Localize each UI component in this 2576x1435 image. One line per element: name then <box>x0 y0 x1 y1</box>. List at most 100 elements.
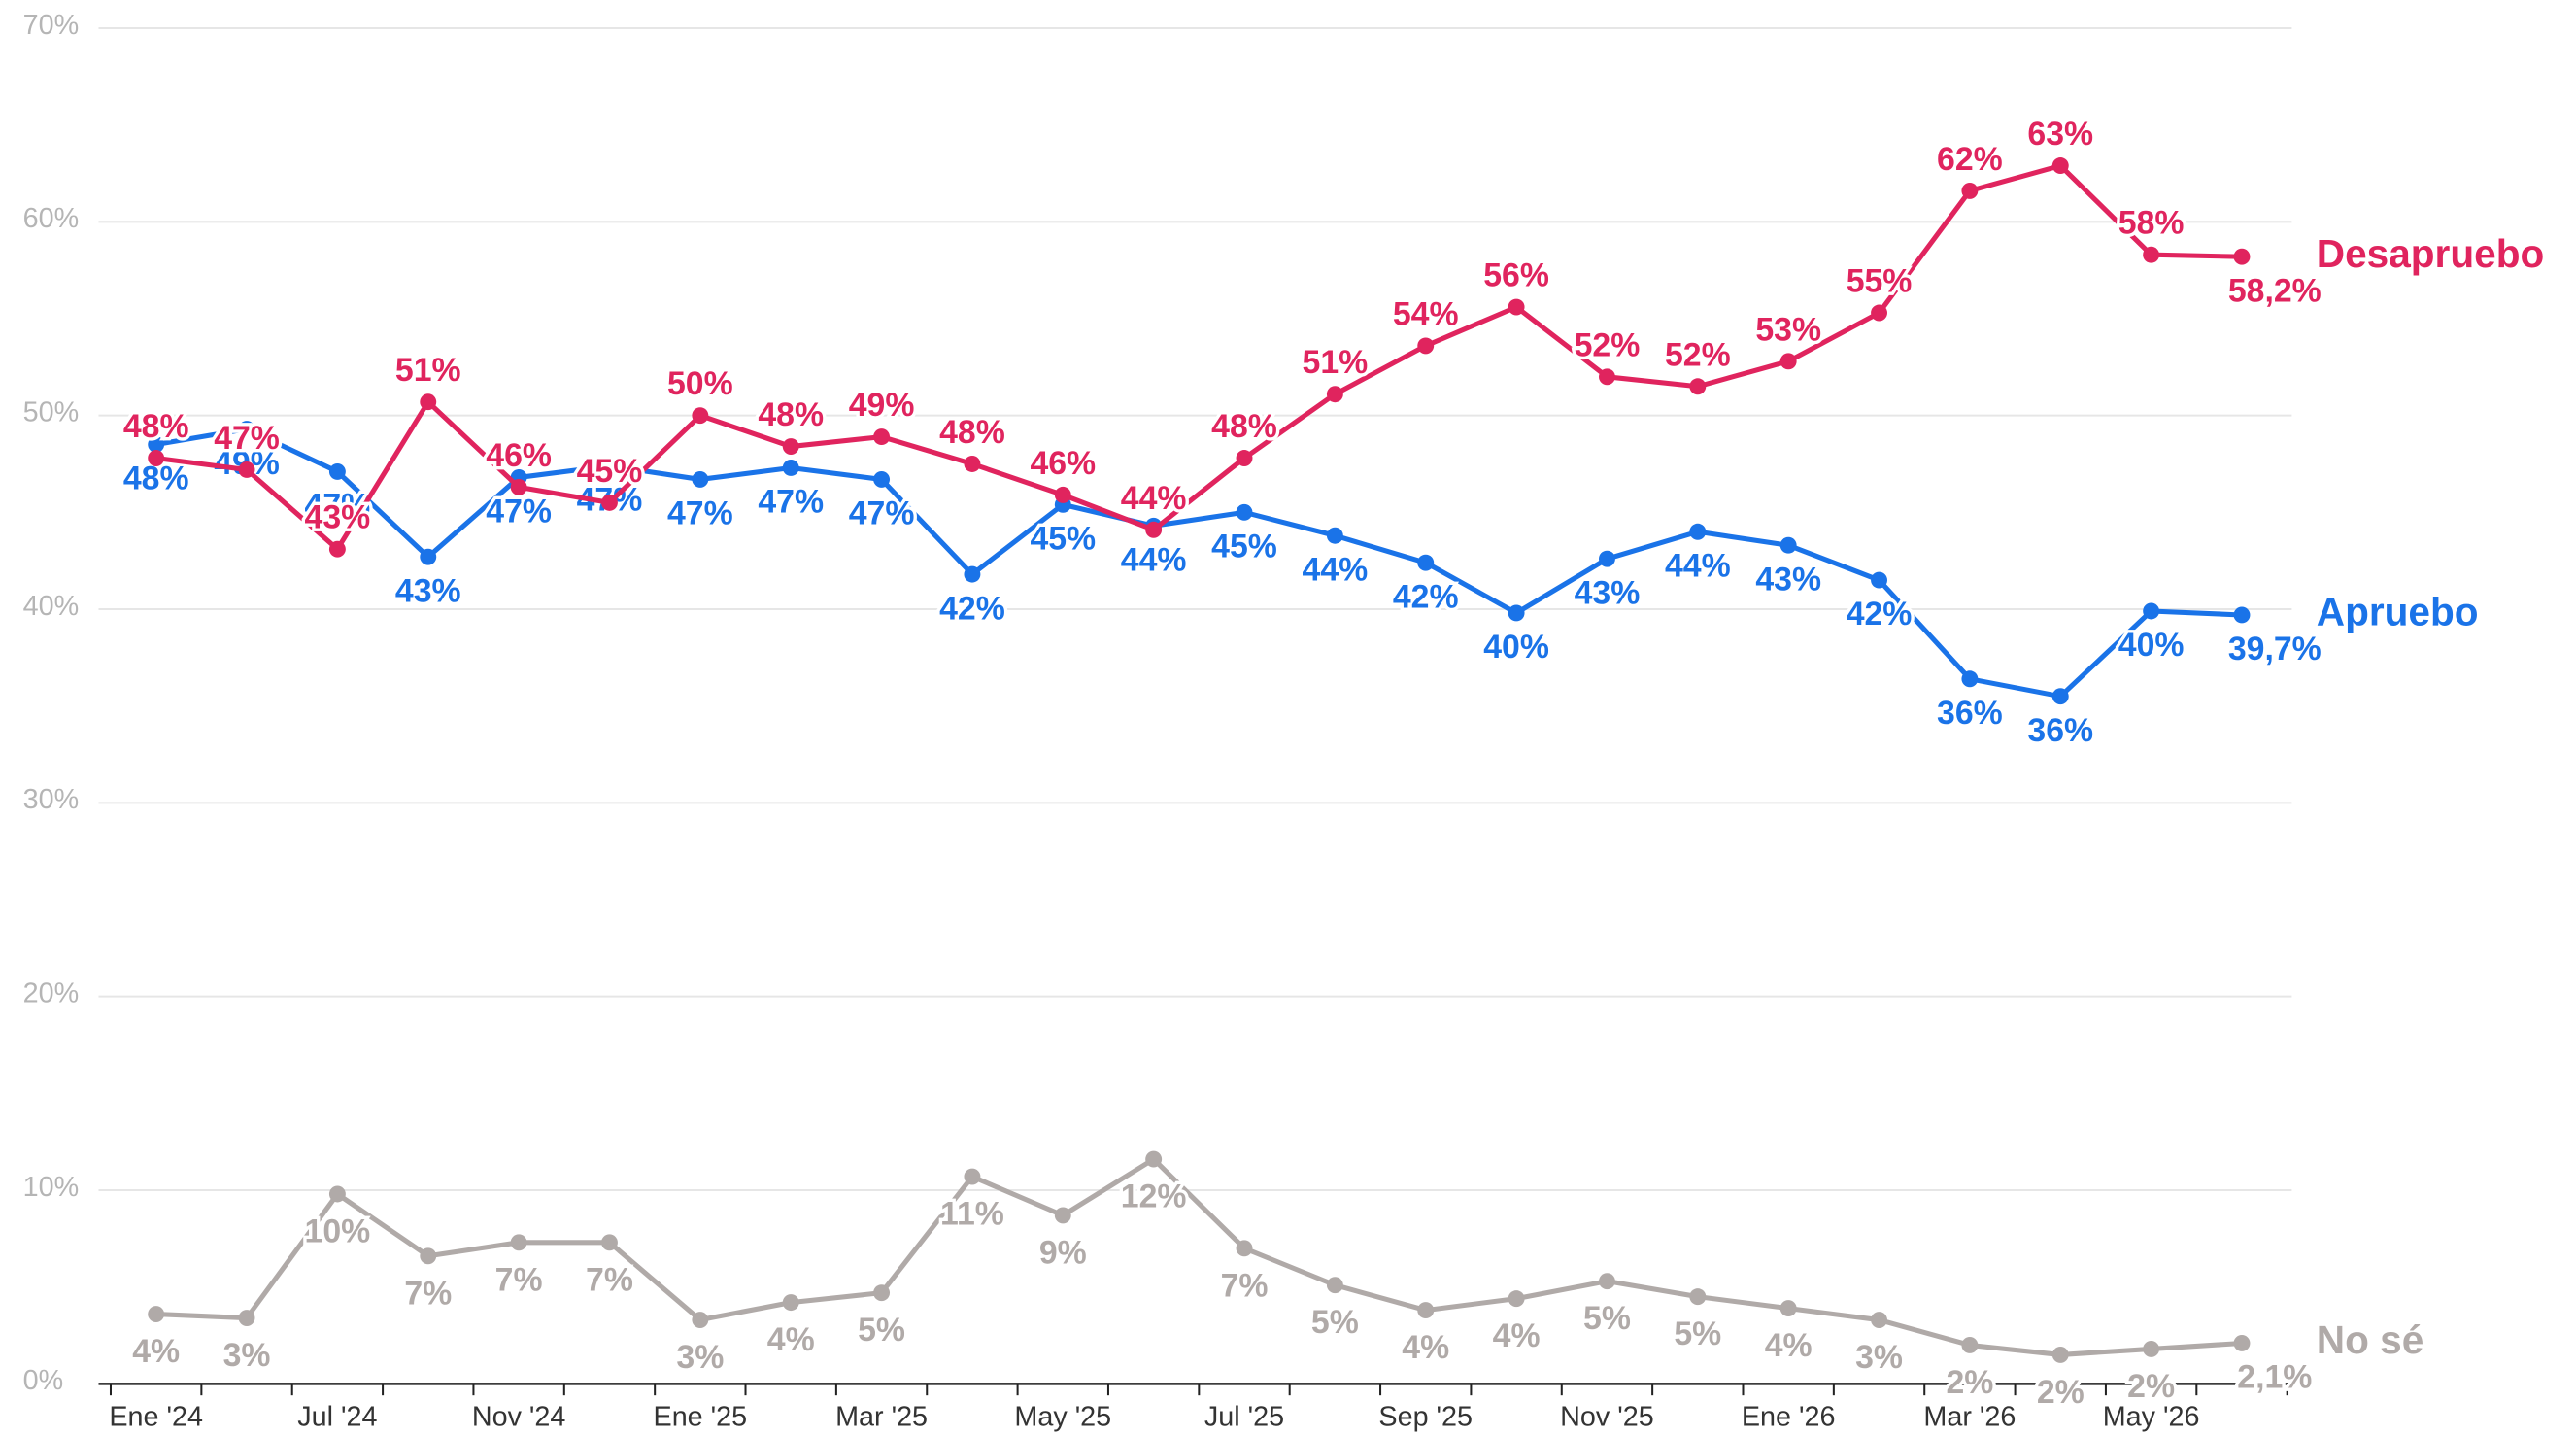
data-point <box>1961 670 1979 688</box>
y-tick-label: 40% <box>23 591 80 622</box>
value-label: 47% <box>486 494 552 530</box>
value-label: 12% <box>1121 1179 1187 1215</box>
data-point <box>2051 157 2069 174</box>
value-label: 36% <box>1937 695 2003 732</box>
value-label: 43% <box>395 572 461 609</box>
value-label: 10% <box>305 1213 371 1250</box>
data-point <box>1145 521 1163 538</box>
series-line <box>155 162 2243 552</box>
value-label: 7% <box>1221 1267 1269 1304</box>
data-point <box>2233 606 2251 624</box>
data-point <box>1417 1302 1435 1319</box>
data-point <box>1779 1300 1797 1317</box>
value-label: 4% <box>132 1333 180 1370</box>
data-point <box>1689 1288 1707 1306</box>
data-point <box>1054 486 1071 503</box>
value-label: 49% <box>849 387 915 424</box>
data-point <box>2143 602 2160 620</box>
value-label: 39,7% <box>2228 631 2322 667</box>
data-point <box>510 478 527 495</box>
value-label: 43% <box>1575 574 1641 611</box>
value-label: 51% <box>1303 344 1369 381</box>
value-label: 47% <box>758 484 824 521</box>
data-point <box>420 393 437 411</box>
value-label: 48% <box>758 396 824 433</box>
value-label: 2,1% <box>2237 1359 2312 1396</box>
x-tick-label: Jul '25 <box>1204 1401 1284 1432</box>
value-label: 44% <box>1121 480 1187 517</box>
data-point <box>328 1185 346 1203</box>
value-label: 7% <box>586 1261 633 1298</box>
x-tick-label: Jul '24 <box>297 1401 377 1432</box>
y-tick-label: 60% <box>23 203 80 234</box>
value-label: 58,2% <box>2228 272 2322 309</box>
data-point <box>148 1306 165 1323</box>
series-line <box>155 427 2243 700</box>
data-point <box>238 421 255 438</box>
data-point <box>2051 1346 2069 1363</box>
data-point <box>1961 182 1979 199</box>
x-tick-label: Ene '26 <box>1742 1401 1836 1432</box>
value-label: 43% <box>305 499 371 536</box>
x-tick-label: Sep '25 <box>1378 1401 1473 1432</box>
value-label: 62% <box>1937 141 2003 178</box>
data-point <box>692 470 709 488</box>
data-point <box>601 494 618 511</box>
data-point <box>1236 450 1253 466</box>
value-label: 40% <box>2118 627 2185 664</box>
value-label: 48% <box>1211 408 1277 445</box>
data-point <box>873 1284 891 1302</box>
data-point <box>1326 386 1343 403</box>
data-point <box>1054 1207 1071 1224</box>
data-point <box>1417 337 1435 355</box>
value-label: 44% <box>1121 541 1187 578</box>
data-point <box>1508 604 1525 622</box>
data-point <box>1236 503 1253 521</box>
data-point <box>1326 527 1343 544</box>
data-point <box>420 1247 437 1265</box>
data-point <box>1417 554 1435 571</box>
data-point <box>601 1234 618 1251</box>
value-label: 40% <box>1483 629 1549 666</box>
value-label: 55% <box>1847 263 1913 300</box>
value-label: 47% <box>667 495 733 532</box>
data-point <box>238 461 255 478</box>
data-point <box>1779 353 1797 370</box>
value-label: 47% <box>849 495 915 532</box>
x-tick-label: Mar '25 <box>835 1401 928 1432</box>
x-tick-label: Mar '26 <box>1923 1401 2016 1432</box>
data-point <box>692 1312 709 1329</box>
data-point <box>2233 1335 2251 1351</box>
value-label: 56% <box>1483 257 1549 294</box>
value-label: 11% <box>940 1196 1004 1233</box>
data-point <box>964 565 981 583</box>
y-tick-label: 0% <box>23 1365 64 1396</box>
data-point <box>1598 368 1615 386</box>
data-point <box>510 1234 527 1251</box>
data-point <box>148 436 165 454</box>
value-label: 2% <box>2037 1374 2085 1411</box>
value-label: 5% <box>858 1312 905 1349</box>
value-label: 52% <box>1575 326 1641 363</box>
value-label: 5% <box>1674 1315 1721 1352</box>
data-point <box>873 428 891 446</box>
value-label: 63% <box>2027 116 2093 153</box>
value-label: 4% <box>1765 1327 1813 1364</box>
value-label: 5% <box>1311 1304 1359 1341</box>
data-point <box>692 407 709 425</box>
data-point <box>2051 688 2069 705</box>
value-label: 47% <box>214 420 280 457</box>
data-point <box>2143 246 2160 263</box>
value-label: 4% <box>1402 1329 1449 1366</box>
value-label: 45% <box>577 453 643 490</box>
series-end-label: Apruebo <box>2317 590 2479 634</box>
data-point <box>1871 571 1887 589</box>
value-label: 45% <box>1030 520 1096 557</box>
series-line <box>155 1156 2243 1357</box>
y-tick-label: 50% <box>23 397 80 428</box>
value-label: 3% <box>223 1337 271 1374</box>
value-label: 7% <box>404 1275 452 1312</box>
y-tick-label: 20% <box>23 978 80 1009</box>
value-label: 50% <box>667 365 733 402</box>
data-point <box>1689 523 1707 540</box>
